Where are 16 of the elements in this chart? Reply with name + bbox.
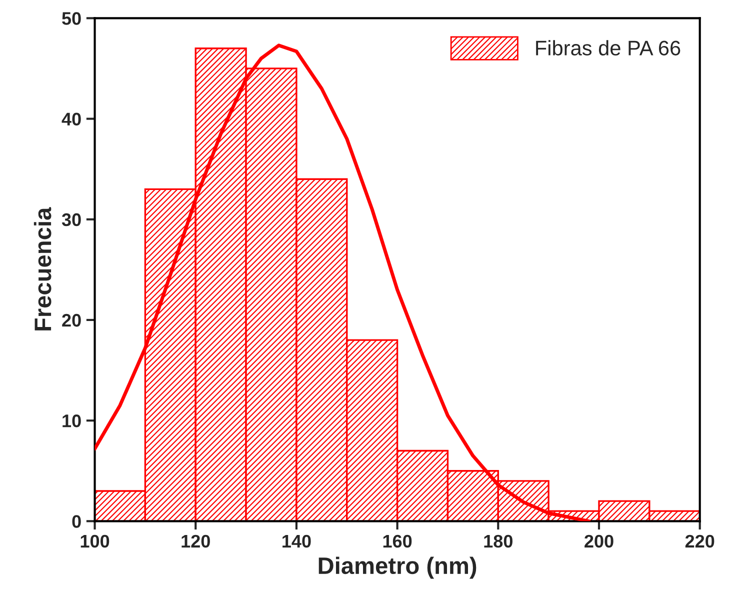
x-tick-label: 100 bbox=[80, 534, 110, 548]
legend-label: Fibras de PA 66 bbox=[536, 40, 680, 56]
y-tick-label: 30 bbox=[62, 213, 81, 226]
x-tick-label: 220 bbox=[685, 534, 714, 548]
y-tick-label: 20 bbox=[62, 314, 81, 327]
x-tick-label: 160 bbox=[383, 534, 412, 548]
x-tick-label: 180 bbox=[484, 534, 512, 548]
y-tick-label: 50 bbox=[62, 12, 81, 25]
x-tick-label: 200 bbox=[584, 534, 614, 548]
x-axis-title: Diametro (nm) bbox=[318, 556, 476, 579]
x-tick-label: 120 bbox=[182, 534, 210, 548]
y-tick-label: 0 bbox=[72, 515, 81, 528]
y-tick-label: 10 bbox=[62, 414, 81, 428]
x-tick-label: 140 bbox=[282, 534, 311, 548]
y-axis-title: Frecuencia bbox=[34, 207, 52, 330]
y-tick-label: 40 bbox=[62, 112, 81, 126]
